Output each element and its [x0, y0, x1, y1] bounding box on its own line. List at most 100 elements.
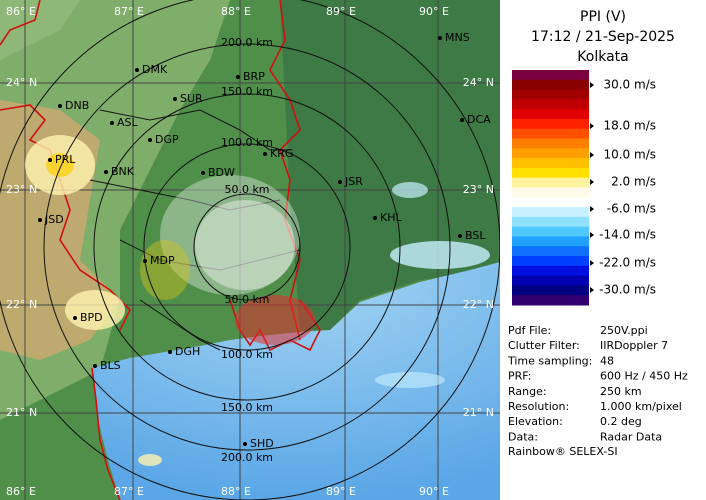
info-value: 600 Hz / 450 Hz [600, 370, 688, 383]
city-dot [201, 171, 205, 175]
lon-label: 87° E [114, 5, 144, 18]
city-dot [243, 442, 247, 446]
legend-swatch [512, 197, 589, 208]
legend-swatch [512, 138, 589, 149]
info-key: Range: [508, 385, 547, 398]
lon-label: 89° E [326, 5, 356, 18]
info-key: Resolution: [508, 400, 569, 413]
city-label: SUR [180, 92, 203, 105]
legend-swatch [512, 246, 589, 257]
footer: Rainbow® SELEX-SI [508, 445, 618, 458]
city-dot [73, 316, 77, 320]
lat-label: 24° N [6, 76, 37, 89]
station: Kolkata [577, 49, 628, 65]
city-dot [236, 75, 240, 79]
city-dot [168, 350, 172, 354]
map-labels: 86° E 86° E 87° E 87° E 88° E 88° E 89° E 89° E… [6, 5, 494, 498]
lon-label: 88° E [221, 485, 251, 498]
city-label: BLS [100, 359, 121, 372]
city-label: BRP [243, 70, 265, 83]
legend-swatch [512, 207, 589, 218]
legend-swatch [512, 118, 589, 130]
city-label: DMK [142, 63, 168, 76]
city-label: JSR [344, 175, 363, 188]
lat-label: 22° N [463, 298, 494, 311]
range-label: 100.0 km [221, 348, 273, 361]
legend: 30.0 m/s 18.0 m/s 10.0 m/s 2.0 m/s -6.0 m/s -… [512, 70, 656, 306]
city-label: ASL [117, 116, 139, 129]
city-dot [338, 180, 342, 184]
city-dot [373, 216, 377, 220]
range-label: 200.0 km [221, 451, 273, 464]
city-label: DGH [175, 345, 200, 358]
info-value: 250 km [600, 385, 642, 398]
lon-label: 90° E [419, 5, 449, 18]
info-value: 48 [600, 354, 614, 367]
legend-label: 30.0 m/s [603, 78, 656, 92]
legend-swatch [512, 295, 589, 306]
city-label: DCA [467, 113, 491, 126]
city-label: MDP [150, 254, 175, 267]
lat-label: 21° N [6, 406, 37, 419]
legend-tick [590, 179, 594, 185]
info-value: 1.000 km/pixel [600, 400, 682, 413]
city-label: DNB [65, 99, 89, 112]
legend-swatch [512, 167, 589, 179]
radar-echoes [25, 135, 490, 466]
city-dot [460, 118, 464, 122]
legend-tick [590, 82, 594, 88]
legend-swatch [512, 158, 589, 169]
lat-label: 23° N [6, 183, 37, 196]
city-label: BDW [208, 166, 235, 179]
sea [92, 262, 500, 500]
legend-swatch [512, 187, 589, 198]
lon-label: 87° E [114, 485, 144, 498]
city-label: BSL [465, 229, 486, 242]
legend-label: -14.0 m/s [599, 228, 656, 242]
info-key: Clutter Filter: [508, 339, 580, 352]
city-label: KRG [270, 147, 293, 160]
legend-tick [590, 287, 594, 293]
info-table: Pdf File: 250V.ppi Clutter Filter: IIRDoppl… [507, 324, 688, 443]
lat-label: 24° N [463, 76, 494, 89]
range-label: 50.0 km [224, 183, 269, 196]
legend-tick [590, 152, 594, 158]
city-label: MNS [445, 31, 470, 44]
legend-label: 2.0 m/s [611, 175, 656, 189]
hills [0, 0, 80, 60]
range-label: 200.0 km [221, 36, 273, 49]
city-label: BNK [111, 165, 135, 178]
time: 17:12 / 21-Sep-2025 [531, 29, 675, 45]
city-dot [148, 138, 152, 142]
city-label: BPD [80, 311, 103, 324]
title: PPI (V) [580, 9, 626, 25]
legend-tick [590, 206, 594, 212]
lat-label: 22° N [6, 298, 37, 311]
city-label: PRL [55, 153, 76, 166]
legend-tick [590, 232, 594, 238]
info-value: 250V.ppi [600, 324, 648, 337]
range-label: 150.0 km [221, 85, 273, 98]
city-dot [143, 259, 147, 263]
city-label: JSD [44, 213, 64, 226]
legend-label: -6.0 m/s [607, 202, 656, 216]
legend-swatch [512, 148, 589, 159]
city-dot [48, 158, 52, 162]
legend-swatch [512, 79, 589, 91]
city-dot [104, 170, 108, 174]
lat-label: 21° N [463, 406, 494, 419]
city-dot [458, 234, 462, 238]
city-dot [263, 152, 267, 156]
district-lines [89, 109, 301, 351]
info-value: IIRDoppler 7 [600, 339, 668, 352]
legend-swatch [512, 265, 589, 277]
lon-label: 88° E [221, 5, 251, 18]
info-value: Radar Data [600, 430, 662, 443]
legend-label: 18.0 m/s [603, 119, 656, 133]
lon-label: 86° E [6, 5, 36, 18]
info-key: Time sampling: [507, 354, 592, 367]
legend-tick [590, 123, 594, 129]
legend-swatch [512, 256, 589, 267]
legend-swatch [512, 109, 589, 120]
